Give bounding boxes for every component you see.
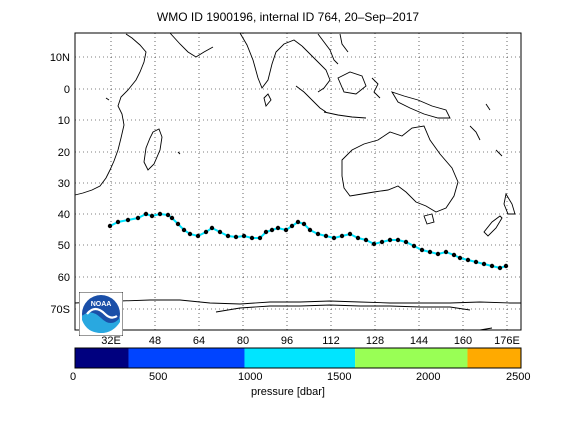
- float-position-marker: [443, 249, 449, 255]
- float-position-marker: [301, 221, 307, 227]
- float-position-marker: [451, 252, 457, 258]
- float-position-marker: [489, 263, 495, 269]
- lon-tick: 48: [149, 335, 161, 347]
- colorbar-tick: 2500: [506, 371, 531, 383]
- float-position-marker: [249, 235, 255, 241]
- float-position-marker: [195, 233, 201, 239]
- lon-tick: 32E: [101, 335, 121, 347]
- lat-tick: 30: [58, 178, 70, 190]
- colorbar-segment: [128, 348, 245, 368]
- float-position-marker: [481, 261, 487, 267]
- float-position-marker: [295, 219, 301, 225]
- lon-tick: 64: [193, 335, 205, 347]
- float-position-marker: [323, 233, 329, 239]
- map-frame: [74, 32, 522, 331]
- float-position-marker: [457, 255, 463, 261]
- logo-text: NOAA: [91, 301, 112, 308]
- lon-tick-labels: 32E 48 64 80 96 112 128 144 160 176E: [101, 335, 520, 347]
- colorbar-tick: 1000: [238, 371, 263, 383]
- float-position-marker: [217, 229, 223, 235]
- float-position-marker: [427, 249, 433, 255]
- float-position-marker: [347, 231, 353, 237]
- float-position-marker: [411, 243, 417, 249]
- lat-tick: 70S: [50, 304, 70, 316]
- colorbar-tick: 1500: [327, 371, 352, 383]
- float-position-marker: [169, 215, 175, 221]
- colorbar-tick: 2000: [416, 371, 441, 383]
- lat-tick: 50: [58, 240, 70, 252]
- lat-tick: 0: [64, 84, 70, 96]
- float-position-marker: [395, 237, 401, 243]
- float-position-marker: [435, 251, 441, 257]
- colorbar-tick: 0: [70, 371, 77, 383]
- float-position-marker: [503, 263, 509, 269]
- float-position-marker: [225, 233, 231, 239]
- float-position-marker: [403, 239, 409, 245]
- lat-tick: 40: [58, 209, 70, 221]
- float-position-marker: [143, 211, 149, 217]
- float-position-marker: [203, 229, 209, 235]
- float-position-marker: [181, 227, 187, 233]
- float-position-marker: [419, 247, 425, 253]
- float-position-marker: [283, 227, 289, 233]
- colorbar-segment: [467, 348, 521, 368]
- lon-tick: 160: [454, 335, 472, 347]
- float-position-marker: [465, 257, 471, 263]
- float-position-marker: [379, 239, 385, 245]
- float-position-marker: [269, 227, 275, 233]
- float-position-marker: [241, 233, 247, 239]
- lon-tick: 176E: [494, 335, 520, 347]
- coastlines: [74, 32, 521, 331]
- float-position-marker: [107, 223, 113, 229]
- float-position-marker: [175, 221, 181, 227]
- float-position-marker: [115, 219, 121, 225]
- colorbar-segment: [244, 348, 356, 368]
- float-position-marker: [497, 265, 503, 271]
- lat-tick-labels: 10N 0 10 20 30 40 50 60 70S: [50, 52, 70, 316]
- float-position-marker: [257, 235, 263, 241]
- noaa-logo-icon: NOAA: [79, 292, 123, 336]
- colorbar-tick: 500: [149, 371, 168, 383]
- float-position-marker: [149, 213, 155, 219]
- float-track: [107, 211, 509, 271]
- float-position-marker: [355, 235, 361, 241]
- lat-tick: 10: [58, 115, 70, 127]
- lat-tick: 20: [58, 147, 70, 159]
- float-position-marker: [363, 237, 369, 243]
- lon-tick: 144: [410, 335, 428, 347]
- float-position-marker: [157, 211, 163, 217]
- lon-tick: 96: [281, 335, 293, 347]
- float-position-marker: [339, 233, 345, 239]
- pressure-colorbar: [75, 348, 521, 368]
- lon-tick: 112: [322, 335, 340, 347]
- float-position-marker: [187, 231, 193, 237]
- float-position-marker: [473, 259, 479, 265]
- float-position-marker: [275, 225, 281, 231]
- colorbar-title: pressure [dbar]: [251, 386, 325, 398]
- float-position-marker: [289, 223, 295, 229]
- plot-title: WMO ID 1900196, internal ID 764, 20–Sep–…: [156, 10, 420, 24]
- lat-tick: 10N: [50, 52, 70, 64]
- map-grid: [75, 33, 521, 330]
- float-position-marker: [371, 241, 377, 247]
- float-position-marker: [263, 229, 269, 235]
- float-position-marker: [165, 212, 171, 218]
- colorbar-segment: [355, 348, 468, 368]
- float-position-marker: [315, 231, 321, 237]
- colorbar-frame: [74, 347, 522, 369]
- lat-tick: 60: [58, 272, 70, 284]
- float-position-marker: [135, 215, 141, 221]
- float-position-marker: [331, 235, 337, 241]
- float-position-marker: [307, 227, 313, 233]
- float-position-marker: [387, 237, 393, 243]
- float-position-marker: [125, 217, 131, 223]
- lon-tick: 128: [366, 335, 384, 347]
- float-position-marker: [233, 234, 239, 240]
- colorbar-segment: [75, 348, 129, 368]
- lon-tick: 80: [237, 335, 249, 347]
- float-position-marker: [209, 225, 215, 231]
